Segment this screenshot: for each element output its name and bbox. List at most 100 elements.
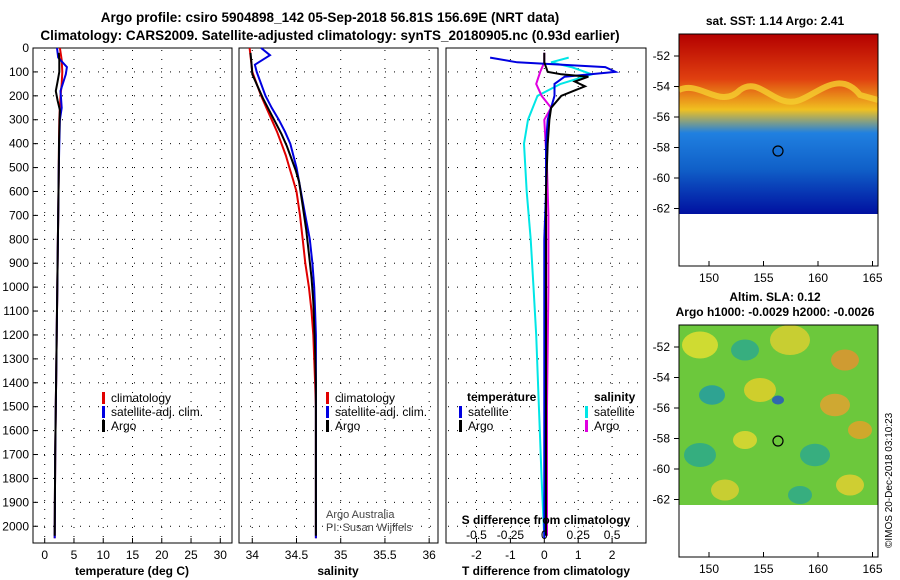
x-s-tick-label: 0.5 bbox=[604, 528, 621, 542]
grid-dot bbox=[134, 406, 135, 408]
grid-dot bbox=[384, 212, 386, 213]
grid-dot bbox=[219, 284, 221, 285]
grid-dot bbox=[286, 47, 287, 49]
grid-dot bbox=[179, 190, 180, 192]
grid-dot bbox=[421, 454, 422, 456]
grid-dot bbox=[358, 501, 359, 503]
grid-dot bbox=[476, 518, 478, 519]
grid-dot bbox=[628, 454, 629, 456]
grid-dot bbox=[394, 71, 395, 73]
grid-dot bbox=[44, 140, 46, 141]
sla-blob bbox=[820, 393, 850, 417]
grid-dot bbox=[484, 525, 485, 527]
grid-dot bbox=[102, 320, 104, 321]
x-t-tick-label: -2 bbox=[471, 548, 482, 562]
grid-dot bbox=[611, 257, 613, 258]
grid-dot bbox=[295, 214, 296, 216]
grid-dot bbox=[116, 454, 117, 456]
grid-dot bbox=[215, 71, 216, 73]
grid-dot bbox=[161, 419, 163, 420]
grid-dot bbox=[107, 71, 108, 73]
grid-dot bbox=[62, 190, 63, 192]
grid-dot bbox=[509, 266, 511, 267]
grid-dot bbox=[44, 358, 45, 360]
grid-dot bbox=[259, 358, 260, 360]
grid-dot bbox=[71, 143, 72, 145]
grid-dot bbox=[509, 518, 511, 519]
grid-dot bbox=[277, 71, 278, 73]
grid-dot bbox=[277, 238, 278, 240]
grid-dot bbox=[475, 430, 476, 432]
grid-dot bbox=[190, 68, 192, 69]
grid-dot bbox=[403, 71, 404, 73]
grid-dot bbox=[190, 257, 192, 258]
grid-dot bbox=[116, 286, 117, 288]
grid-dot bbox=[610, 477, 611, 479]
grid-dot bbox=[428, 518, 430, 519]
grid-dot bbox=[511, 238, 512, 240]
grid-dot bbox=[476, 329, 478, 330]
grid-dot bbox=[577, 104, 579, 105]
grid-dot bbox=[251, 257, 253, 258]
grid-dot bbox=[428, 401, 430, 402]
credit-pi: PI: Susan Wijffels bbox=[326, 522, 412, 534]
grid-dot bbox=[259, 501, 260, 503]
grid-dot bbox=[331, 286, 332, 288]
grid-dot bbox=[224, 190, 225, 192]
grid-dot bbox=[116, 525, 117, 527]
grid-dot bbox=[574, 262, 575, 264]
grid-dot bbox=[340, 239, 342, 240]
grid-dot bbox=[520, 190, 521, 192]
grid-dot bbox=[538, 262, 539, 264]
legend-argo: Argo bbox=[335, 419, 361, 433]
grid-dot bbox=[250, 238, 251, 240]
grid-dot bbox=[430, 310, 431, 312]
grid-dot bbox=[448, 406, 449, 408]
salinity-legend: climatology satellite-adj. clim. Argo bbox=[326, 391, 427, 433]
grid-dot bbox=[224, 214, 225, 216]
grid-dot bbox=[259, 190, 260, 192]
grid-dot bbox=[583, 382, 584, 384]
grid-dot bbox=[132, 185, 133, 186]
grid-dot bbox=[384, 230, 386, 231]
grid-dot bbox=[466, 406, 467, 408]
grid-dot bbox=[509, 491, 511, 492]
grid-dot bbox=[71, 190, 72, 192]
grid-dot bbox=[509, 203, 511, 204]
grid-dot bbox=[502, 382, 503, 384]
y-tick-label: 1800 bbox=[2, 471, 29, 485]
grid-dot bbox=[251, 194, 253, 195]
grid-dot bbox=[509, 176, 511, 177]
grid-dot bbox=[430, 454, 431, 456]
grid-dot bbox=[520, 95, 521, 97]
grid-dot bbox=[611, 401, 613, 402]
grid-dot bbox=[457, 119, 458, 121]
grid-dot bbox=[295, 86, 297, 87]
grid-dot bbox=[132, 401, 133, 402]
grid-dot bbox=[251, 185, 253, 186]
grid-dot bbox=[520, 286, 521, 288]
grid-dot bbox=[466, 190, 467, 192]
grid-dot bbox=[219, 86, 221, 87]
grid-dot bbox=[384, 383, 386, 384]
grid-dot bbox=[73, 446, 75, 447]
grid-dot bbox=[577, 239, 579, 240]
grid-dot bbox=[466, 167, 467, 169]
grid-dot bbox=[102, 509, 104, 510]
grid-dot bbox=[53, 430, 54, 432]
grid-dot bbox=[340, 454, 341, 456]
grid-dot bbox=[62, 214, 63, 216]
grid-dot bbox=[44, 509, 46, 510]
grid-dot bbox=[428, 140, 430, 141]
grid-dot bbox=[476, 428, 478, 429]
grid-dot bbox=[170, 286, 171, 288]
grid-dot bbox=[628, 382, 629, 384]
grid-dot bbox=[161, 203, 163, 204]
grid-dot bbox=[179, 214, 180, 216]
grid-dot bbox=[44, 334, 45, 336]
grid-dot bbox=[509, 293, 511, 294]
y-tick-label: 2000 bbox=[2, 519, 29, 533]
map-y-tick-label: -56 bbox=[653, 110, 671, 124]
grid-dot bbox=[619, 310, 620, 312]
grid-dot bbox=[430, 95, 431, 97]
